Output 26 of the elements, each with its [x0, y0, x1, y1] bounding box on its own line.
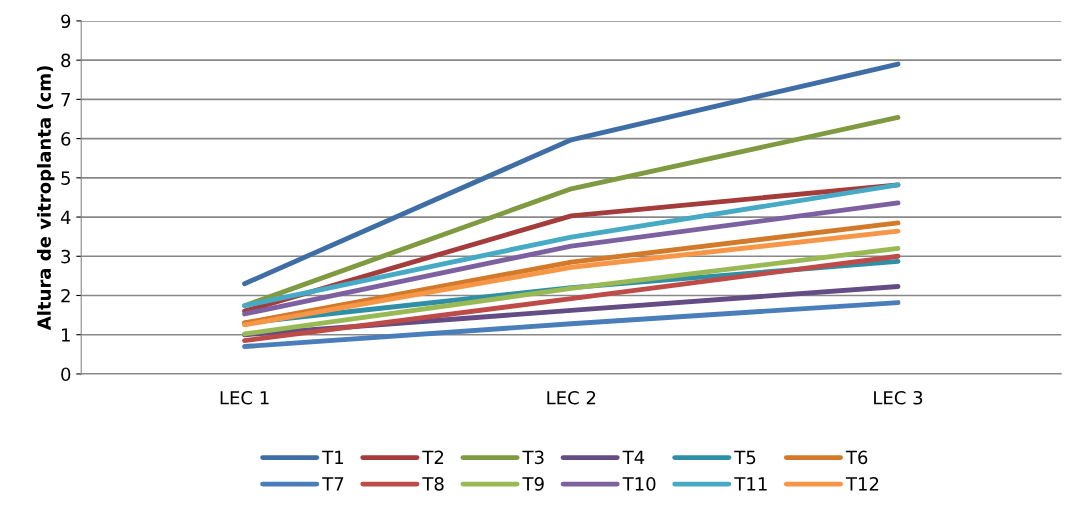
legend-label: T4	[622, 450, 645, 464]
y-tick-label: 6	[61, 132, 71, 146]
legend-label: T10	[622, 477, 656, 491]
y-tick-label: 7	[61, 93, 70, 107]
y-axis-title: Altura de vitroplanta (cm)	[36, 66, 55, 331]
legend-label: T9	[522, 477, 544, 491]
y-tick-label: 3	[61, 249, 71, 264]
y-tick-label: 8	[61, 53, 71, 68]
legend-label: T7	[322, 477, 344, 491]
y-tick-label: 5	[61, 171, 70, 185]
x-tick-label: LEC 1	[220, 390, 269, 405]
y-tick-label: 2	[61, 288, 70, 303]
legend-label: T1	[322, 450, 344, 464]
y-tick-label: 0	[61, 367, 71, 382]
legend-label: T2	[422, 450, 444, 464]
legend-label: T5	[734, 450, 756, 465]
legend-label: T8	[422, 477, 444, 491]
legend-label: T3	[522, 450, 544, 465]
y-tick-label: 1	[62, 328, 70, 342]
legend-label: T12	[845, 477, 879, 491]
legend-label: T6	[845, 450, 868, 465]
y-tick-label: 4	[60, 210, 71, 224]
y-tick-label: 9	[61, 14, 71, 29]
legend-label: T11	[734, 477, 767, 491]
x-tick-label: LEC 3	[874, 390, 923, 405]
x-tick-label: LEC 2	[547, 390, 596, 405]
